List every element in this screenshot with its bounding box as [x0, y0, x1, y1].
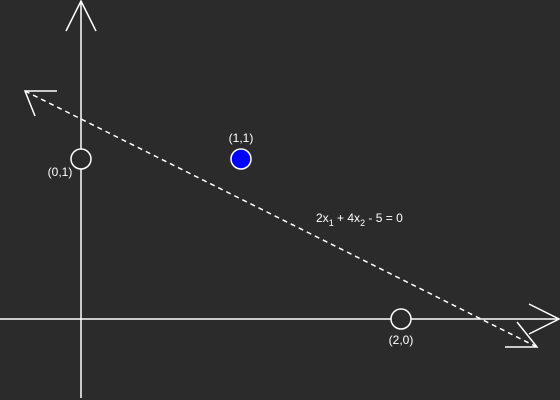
data-point-label: (1,1): [229, 131, 254, 145]
decision-boundary-line: [24, 90, 538, 348]
x-axis: [0, 303, 560, 335]
decision-boundary-arrowhead-left: [23, 90, 57, 117]
data-point-label: (0,1): [48, 165, 73, 179]
x-axis-arrowhead: [528, 303, 560, 335]
data-point-marker: [70, 148, 92, 170]
data-points: (0,1) (1,1) (2,0): [48, 131, 414, 347]
boundary-equation: 2x1 + 4x2 - 5 = 0: [316, 211, 403, 228]
y-axis-arrowhead: [65, 0, 97, 32]
decision-boundary-arrowhead-right: [505, 321, 539, 348]
data-point-marker: [230, 148, 252, 170]
data-point-marker: [390, 308, 412, 330]
y-axis: [65, 0, 97, 398]
decision-boundary: [23, 90, 539, 348]
data-point-label: (2,0): [389, 333, 414, 347]
